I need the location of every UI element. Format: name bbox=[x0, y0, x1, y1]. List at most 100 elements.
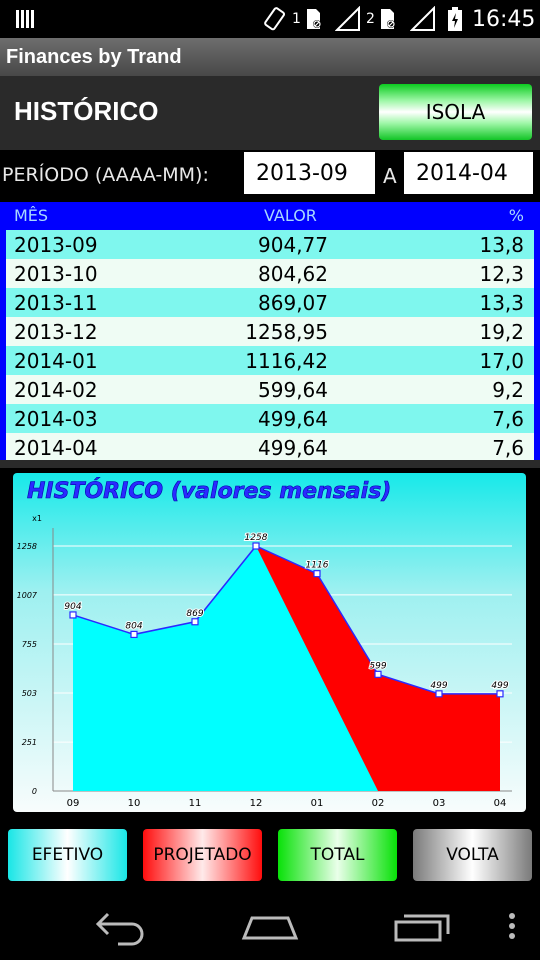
efetivo-area bbox=[73, 546, 378, 791]
period-row: PERÍODO (AAAA-MM): A bbox=[0, 150, 540, 202]
cell-pct: 12,3 bbox=[479, 262, 524, 286]
x-tick-label: 11 bbox=[189, 798, 202, 809]
isola-button[interactable]: ISOLA bbox=[379, 84, 532, 140]
chart-canvas: 0 251 503 755 1007 1258 x1 904 804 869 1258 1116 599… bbox=[17, 514, 512, 809]
cell-valor: 1258,95 bbox=[245, 320, 328, 344]
sim1-number: 1 bbox=[292, 11, 301, 27]
cell-valor: 804,62 bbox=[258, 262, 328, 286]
x-tick-label: 03 bbox=[433, 798, 446, 809]
table-row[interactable]: 2014-02 599,64 9,2 bbox=[6, 375, 534, 404]
series-line bbox=[72, 545, 500, 695]
data-label: 499 bbox=[430, 681, 447, 691]
table-row[interactable]: 2013-11 869,07 13,3 bbox=[6, 288, 534, 317]
x-tick-label: 12 bbox=[250, 798, 263, 809]
table-row[interactable]: 2014-01 1116,42 17,0 bbox=[6, 346, 534, 375]
signal2-icon bbox=[410, 0, 436, 38]
data-label: 1116 bbox=[306, 561, 329, 571]
data-label: 599 bbox=[369, 661, 386, 671]
column-header-mes: MÊS bbox=[14, 206, 49, 225]
cell-mes: 2014-04 bbox=[14, 436, 98, 460]
period-start-input[interactable] bbox=[244, 152, 375, 194]
cell-pct: 19,2 bbox=[479, 320, 524, 344]
table-row[interactable]: 2013-12 1258,95 19,2 bbox=[6, 317, 534, 346]
history-table: MÊS VALOR % 2013-09 904,77 13,8 2013-10 … bbox=[0, 202, 540, 464]
y-tick-label: 1258 bbox=[17, 542, 37, 551]
signal1-icon bbox=[335, 0, 361, 38]
battery-icon bbox=[447, 0, 463, 38]
cell-mes: 2014-02 bbox=[14, 378, 98, 402]
chart-title: HISTÓRICO (valores mensais) bbox=[27, 479, 392, 505]
sim2-icon: 2 bbox=[366, 0, 397, 38]
menu-icon[interactable] bbox=[505, 902, 519, 954]
status-bar: 1 2 16:45 bbox=[0, 0, 540, 38]
cell-pct: 7,6 bbox=[492, 407, 524, 431]
data-point bbox=[496, 690, 504, 698]
column-header-valor: VALOR bbox=[264, 206, 317, 225]
rotate-icon bbox=[262, 0, 288, 38]
header: HISTÓRICO ISOLA bbox=[0, 76, 540, 150]
data-point bbox=[69, 611, 77, 619]
data-point bbox=[130, 630, 138, 639]
cell-valor: 499,64 bbox=[258, 407, 328, 431]
cell-mes: 2013-10 bbox=[14, 262, 98, 286]
column-header-pct: % bbox=[508, 206, 524, 225]
app-title-bar: Finances by Trand bbox=[0, 38, 540, 76]
data-label: 904 bbox=[64, 602, 81, 612]
table-body[interactable]: 2013-09 904,77 13,8 2013-10 804,62 12,3 … bbox=[6, 230, 534, 462]
app-title: Finances by Trand bbox=[6, 45, 182, 68]
sim1-icon: 1 bbox=[292, 0, 323, 38]
data-point bbox=[374, 670, 382, 678]
volta-button[interactable]: VOLTA bbox=[413, 829, 532, 881]
y-tick-label: 503 bbox=[22, 689, 37, 698]
period-end-input[interactable] bbox=[404, 152, 533, 194]
history-chart: 0 251 503 755 1007 1258 x1 904 804 869 1258 1116 599… bbox=[13, 473, 526, 812]
table-row[interactable]: 2013-09 904,77 13,8 bbox=[6, 230, 534, 259]
x-tick-label: 10 bbox=[128, 798, 141, 809]
cell-valor: 904,77 bbox=[258, 233, 328, 257]
y-tick-label: 251 bbox=[22, 738, 37, 747]
y-unit-label: x1 bbox=[32, 514, 42, 523]
data-point bbox=[252, 542, 260, 550]
data-label: 869 bbox=[186, 609, 203, 619]
recents-icon[interactable] bbox=[392, 902, 452, 954]
y-tick-label: 0 bbox=[32, 787, 37, 796]
period-separator: A bbox=[383, 164, 397, 188]
table-row[interactable]: 2014-04 499,64 7,6 bbox=[6, 433, 534, 462]
data-label: 1258 bbox=[245, 533, 268, 543]
projetado-button[interactable]: PROJETADO bbox=[143, 829, 262, 881]
data-label: 499 bbox=[491, 681, 508, 691]
table-row[interactable]: 2014-03 499,64 7,6 bbox=[6, 404, 534, 433]
sim2-number: 2 bbox=[366, 11, 375, 27]
total-button[interactable]: TOTAL bbox=[278, 829, 397, 881]
cell-valor: 1116,42 bbox=[245, 349, 328, 373]
cell-mes: 2013-12 bbox=[14, 320, 98, 344]
cell-pct: 9,2 bbox=[492, 378, 524, 402]
data-point bbox=[313, 570, 321, 578]
table-header: MÊS VALOR % bbox=[0, 202, 540, 228]
home-icon[interactable] bbox=[240, 902, 300, 954]
cell-valor: 869,07 bbox=[258, 291, 328, 315]
table-row[interactable]: 2013-10 804,62 12,3 bbox=[6, 259, 534, 288]
x-tick-label: 09 bbox=[67, 798, 80, 809]
cell-pct: 7,6 bbox=[492, 436, 524, 460]
x-tick-label: 04 bbox=[494, 798, 507, 809]
efetivo-button[interactable]: EFETIVO bbox=[8, 829, 127, 881]
cell-valor: 599,64 bbox=[258, 378, 328, 402]
data-point bbox=[191, 618, 199, 626]
x-tick-label: 02 bbox=[372, 798, 385, 809]
period-label: PERÍODO (AAAA-MM): bbox=[2, 164, 209, 186]
cell-pct: 17,0 bbox=[479, 349, 524, 373]
navigation-bar bbox=[0, 892, 540, 960]
x-tick-label: 01 bbox=[311, 798, 324, 809]
y-tick-label: 1007 bbox=[17, 591, 38, 600]
y-tick-label: 755 bbox=[22, 640, 37, 649]
cell-mes: 2014-03 bbox=[14, 407, 98, 431]
clock: 16:45 bbox=[472, 6, 536, 32]
table-divider bbox=[0, 460, 540, 468]
cell-pct: 13,3 bbox=[479, 291, 524, 315]
cell-mes: 2013-09 bbox=[14, 233, 98, 257]
cell-pct: 13,8 bbox=[479, 233, 524, 257]
back-icon[interactable] bbox=[92, 902, 148, 954]
page-title: HISTÓRICO bbox=[14, 96, 159, 126]
data-point bbox=[435, 690, 443, 698]
